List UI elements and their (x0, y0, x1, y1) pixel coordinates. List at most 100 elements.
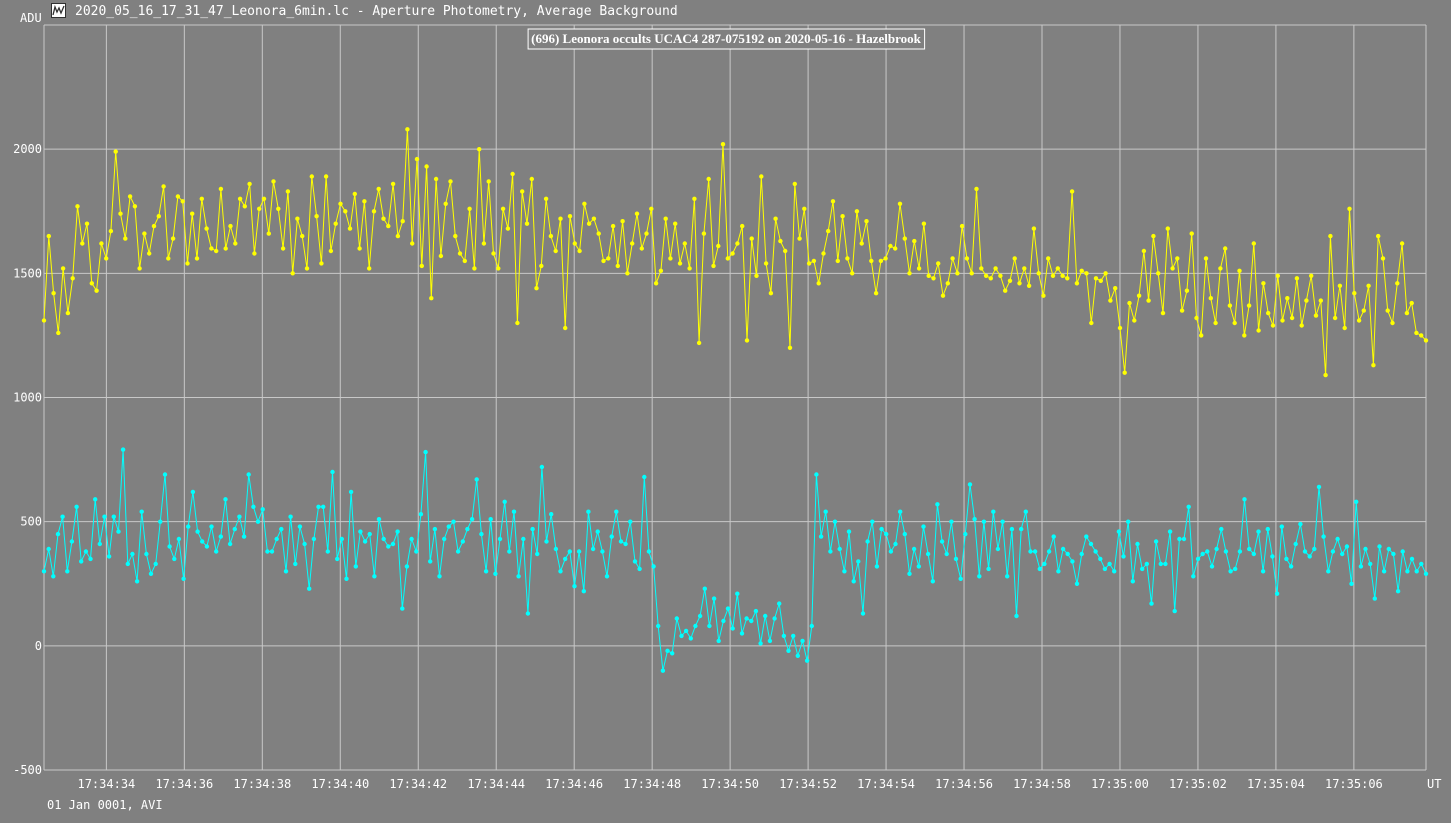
data-point (311, 536, 317, 542)
data-point (837, 546, 842, 552)
data-point (1299, 323, 1304, 328)
data-point (1219, 526, 1224, 532)
data-point (1237, 549, 1243, 554)
data-point (97, 541, 103, 547)
data-point (376, 517, 382, 522)
data-point (1051, 534, 1056, 539)
series-1 (41, 447, 1429, 673)
data-point (227, 541, 233, 547)
data-point (653, 281, 659, 286)
data-point (247, 181, 252, 187)
data-point (658, 268, 664, 273)
data-point (749, 618, 754, 624)
data-point (339, 536, 344, 542)
data-point (883, 256, 888, 261)
data-point (665, 648, 670, 653)
data-point (515, 320, 520, 326)
data-point (410, 241, 415, 246)
data-point (1414, 569, 1419, 574)
data-point (969, 271, 974, 276)
data-point (1156, 271, 1161, 276)
data-point (348, 489, 354, 495)
data-point (199, 196, 204, 201)
data-point (1102, 566, 1108, 572)
data-point (1116, 529, 1122, 534)
data-point (1279, 524, 1285, 529)
data-point (851, 579, 856, 584)
y-tick-label: 500 (20, 515, 42, 529)
data-point (821, 251, 826, 256)
data-point (1132, 318, 1137, 323)
data-point (725, 256, 730, 261)
series-0-line (43, 129, 1427, 376)
data-point (879, 526, 884, 532)
data-point (125, 561, 130, 567)
data-point (1313, 313, 1319, 318)
data-point (563, 556, 568, 562)
data-point (859, 241, 864, 246)
data-point (623, 541, 628, 547)
data-point (186, 524, 191, 529)
x-tick-label: 17:34:36 (155, 777, 213, 791)
data-point (1037, 566, 1043, 572)
data-point (446, 524, 451, 529)
data-point (1165, 226, 1171, 231)
data-point (1028, 549, 1033, 554)
data-point (462, 258, 467, 264)
data-point (491, 251, 496, 256)
data-point (1023, 509, 1028, 514)
data-point (1318, 298, 1324, 303)
data-point (1270, 323, 1276, 328)
data-point (123, 236, 128, 241)
data-point (1298, 521, 1303, 527)
data-point (1330, 549, 1336, 554)
data-point (218, 534, 223, 539)
data-point (1140, 566, 1145, 572)
lightcurve-app-icon[interactable] (51, 3, 66, 18)
data-point (826, 228, 831, 234)
window-title: 2020_05_16_17_31_47_Leonora_6min.lc - Ap… (75, 4, 678, 19)
y-tick-label: 0 (35, 639, 42, 653)
data-point (567, 549, 572, 554)
data-point (845, 256, 850, 261)
data-point (130, 551, 135, 557)
data-point (237, 514, 242, 519)
data-point (716, 243, 721, 249)
data-point (214, 549, 219, 554)
data-point (878, 258, 884, 264)
data-point (1293, 541, 1298, 547)
data-point (330, 469, 335, 475)
data-point (1335, 536, 1340, 542)
data-point (372, 574, 377, 579)
data-point (1160, 310, 1166, 316)
data-point (963, 531, 968, 537)
data-point (1089, 320, 1094, 326)
data-point (1065, 276, 1070, 281)
data-point (702, 586, 707, 591)
data-point (241, 534, 247, 539)
data-point (500, 206, 506, 211)
data-point (778, 238, 783, 244)
data-point (591, 216, 597, 221)
data-point (543, 196, 549, 201)
data-point (1246, 303, 1252, 308)
data-point (632, 559, 638, 564)
y-tick-label: 1000 (13, 391, 42, 405)
data-point (481, 241, 487, 246)
data-point (936, 261, 941, 266)
data-point (1146, 298, 1151, 303)
data-point (660, 668, 666, 673)
data-point (1186, 504, 1191, 509)
data-point (167, 544, 172, 549)
data-point (696, 340, 702, 346)
data-point (139, 509, 144, 514)
data-point (283, 569, 289, 574)
data-point (634, 211, 640, 216)
chart-title: (696) Leonora occults UCAC4 287-075192 o… (531, 31, 921, 46)
data-point (288, 514, 293, 519)
data-point (916, 564, 921, 569)
data-point (83, 549, 89, 554)
data-point (467, 206, 472, 211)
data-point (352, 191, 357, 197)
